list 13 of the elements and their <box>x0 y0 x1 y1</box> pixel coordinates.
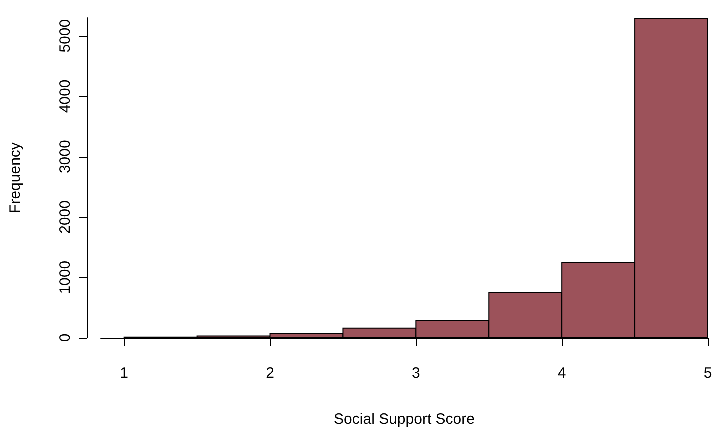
x-tick-label: 3 <box>412 365 420 382</box>
y-tick-label: 5000 <box>57 19 74 53</box>
y-tick-label: 0 <box>57 334 74 342</box>
y-tick-label: 1000 <box>57 260 74 294</box>
x-axis-title: Social Support Score <box>334 411 475 428</box>
y-axis-title: Frequency <box>7 142 24 214</box>
y-tick-label: 3000 <box>57 140 74 174</box>
y-tick-label: 4000 <box>57 80 74 114</box>
x-tick-label: 5 <box>704 365 712 382</box>
x-tick-label: 4 <box>558 365 566 382</box>
y-tick-label: 2000 <box>57 200 74 234</box>
x-tick-label: 1 <box>120 365 129 382</box>
x-tick-label: 2 <box>266 365 274 382</box>
